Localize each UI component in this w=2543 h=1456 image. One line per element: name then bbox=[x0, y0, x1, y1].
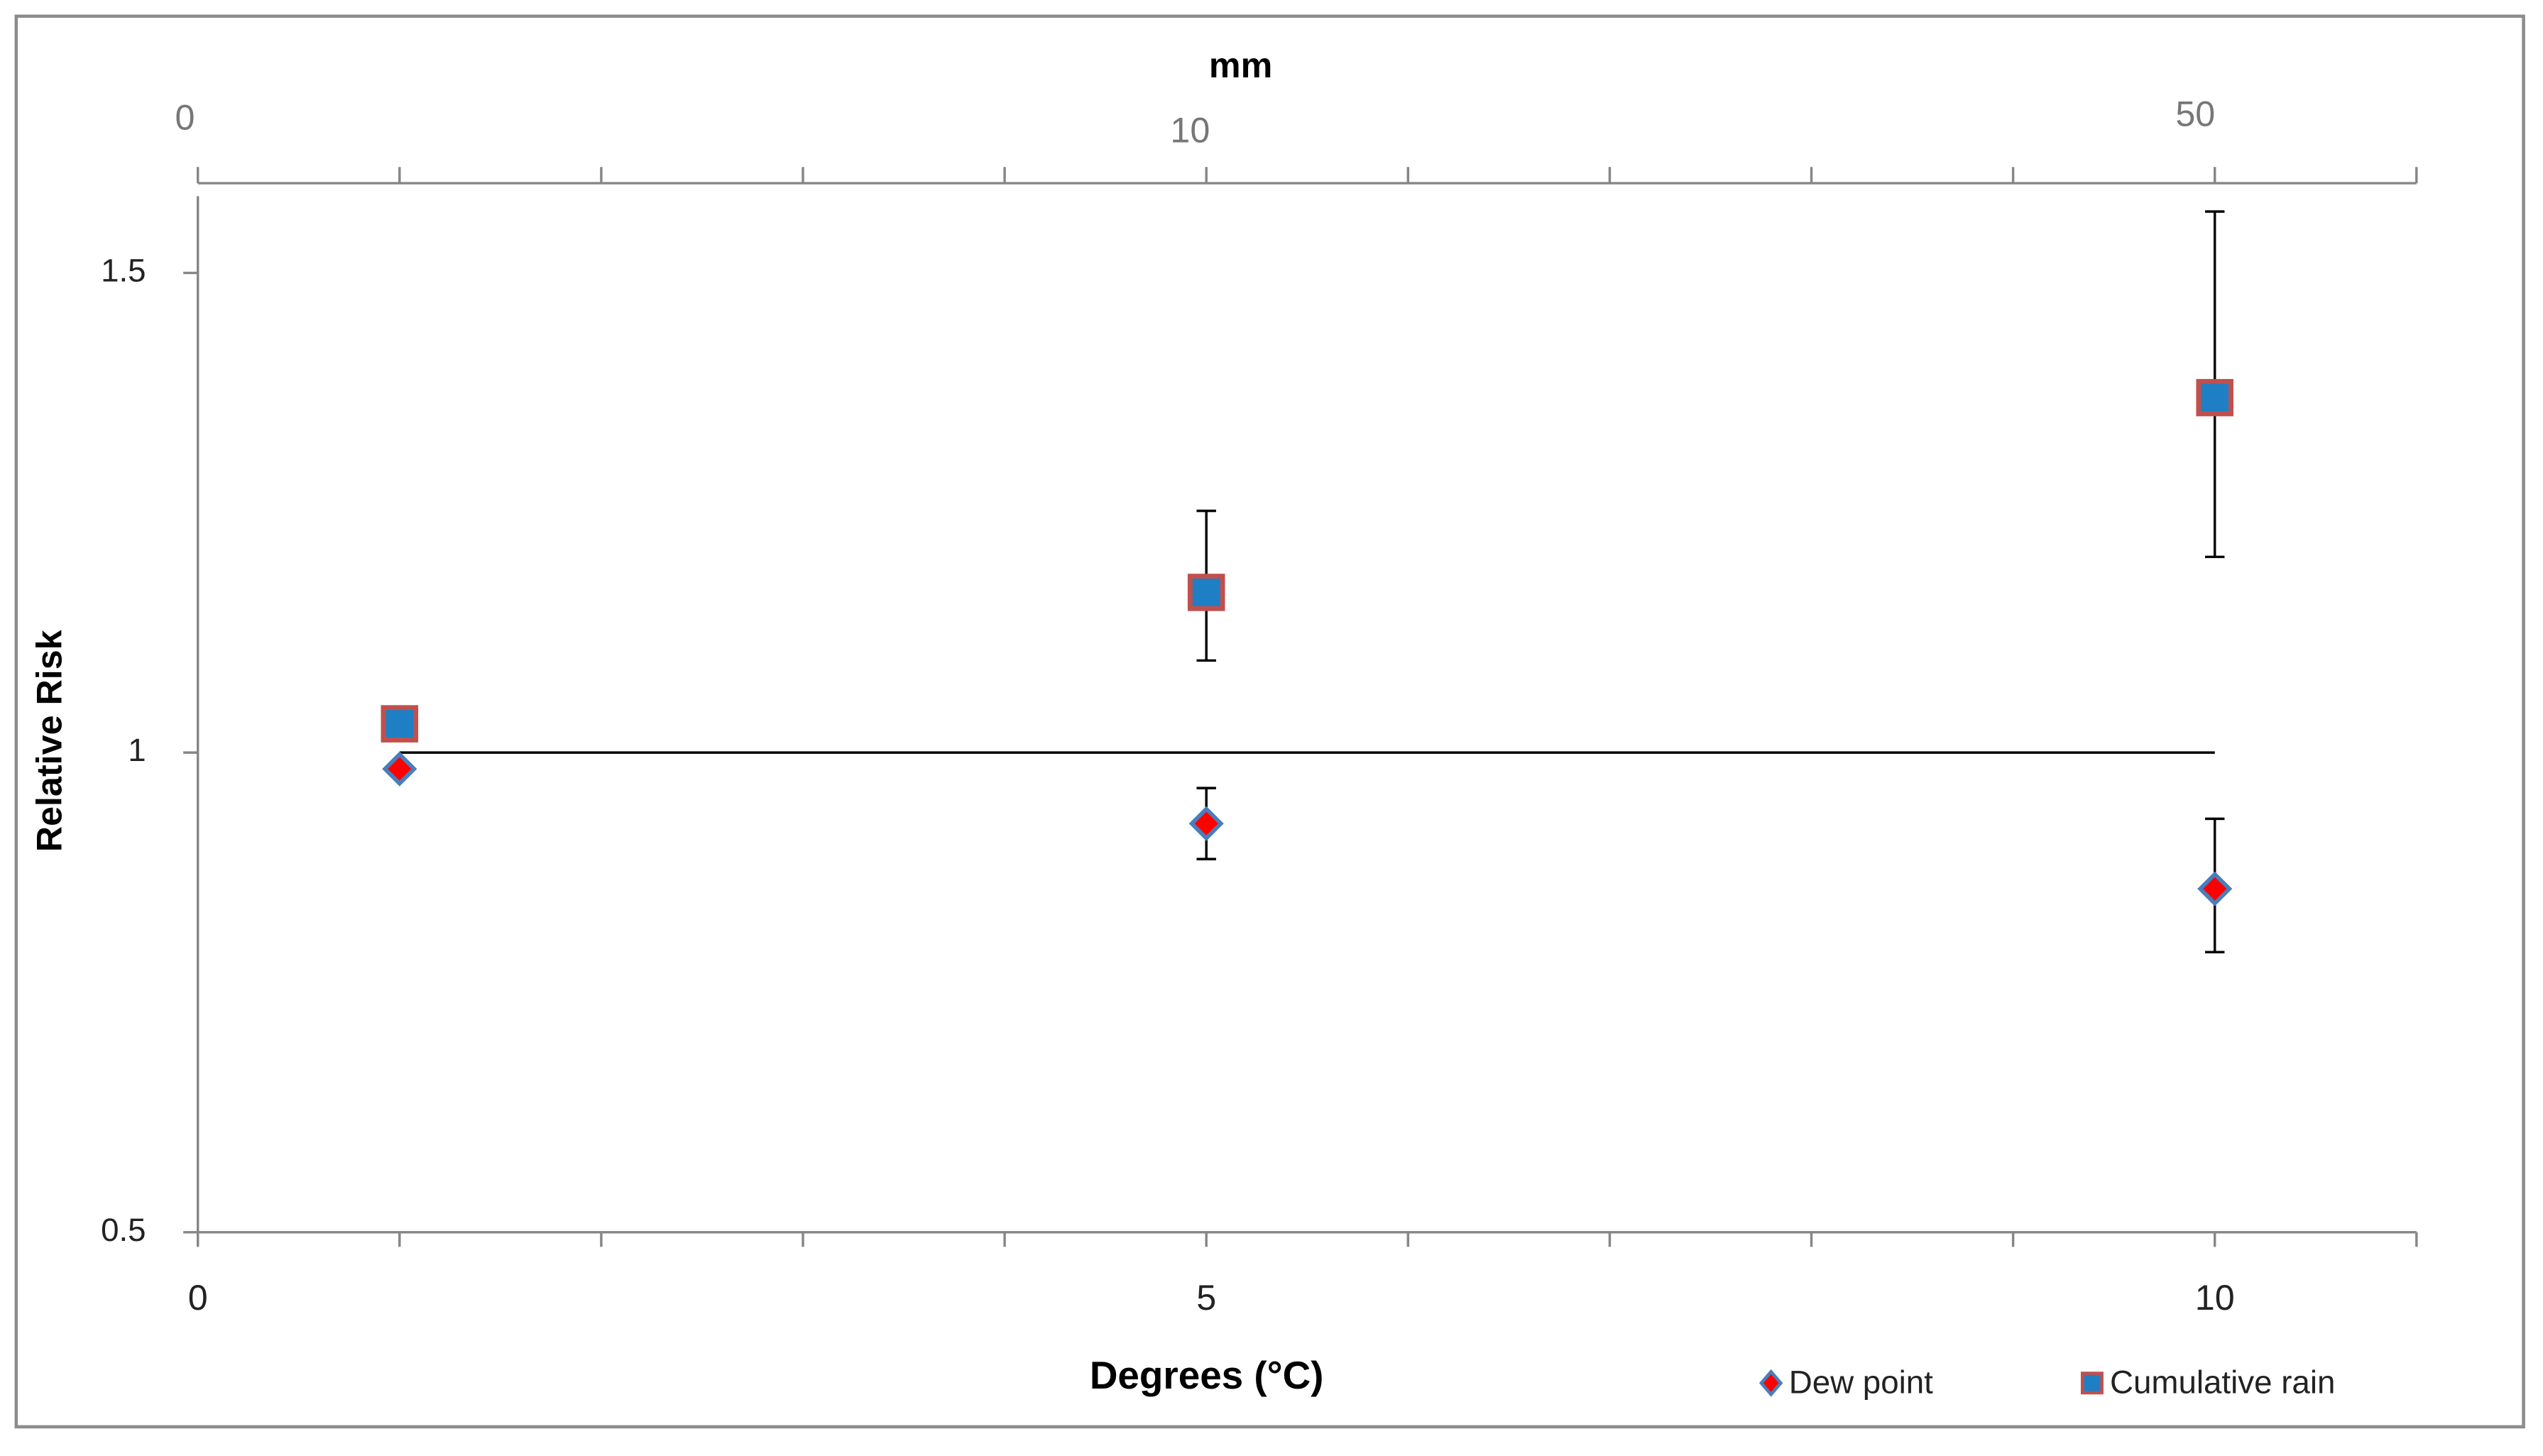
legend-marker bbox=[2080, 1372, 2104, 1395]
marker bbox=[2197, 871, 2233, 907]
y-tick-label: 0.5 bbox=[101, 1212, 146, 1248]
x-tick-label: 0 bbox=[188, 1278, 208, 1318]
top-axis-title: mm bbox=[1209, 45, 1272, 85]
y-axis-title: Relative Risk bbox=[29, 630, 69, 852]
legend-label: Cumulative rain bbox=[2110, 1364, 2335, 1401]
marker bbox=[1188, 806, 1224, 841]
x-tick-label: 10 bbox=[2195, 1278, 2235, 1318]
x-tick-label: 5 bbox=[1196, 1278, 1216, 1318]
marker bbox=[382, 751, 417, 787]
marker bbox=[1187, 574, 1225, 611]
legend-label: Dew point bbox=[1789, 1364, 1933, 1401]
marker bbox=[381, 705, 419, 743]
legend-marker bbox=[1759, 1369, 1783, 1397]
y-tick-label: 1 bbox=[128, 732, 146, 768]
y-tick-label: 1.5 bbox=[101, 253, 146, 289]
legend-entry: Cumulative rain bbox=[2080, 1364, 2335, 1401]
legend-entry: Dew point bbox=[1759, 1364, 1933, 1401]
top-tick-label: 50 bbox=[2175, 94, 2215, 134]
top-tick-label: 10 bbox=[1170, 111, 1210, 150]
chart-frame bbox=[14, 14, 2525, 1429]
x-axis-title: Degrees (°C) bbox=[1090, 1353, 1324, 1397]
top-tick-label: 0 bbox=[175, 97, 195, 137]
marker bbox=[2196, 378, 2233, 417]
